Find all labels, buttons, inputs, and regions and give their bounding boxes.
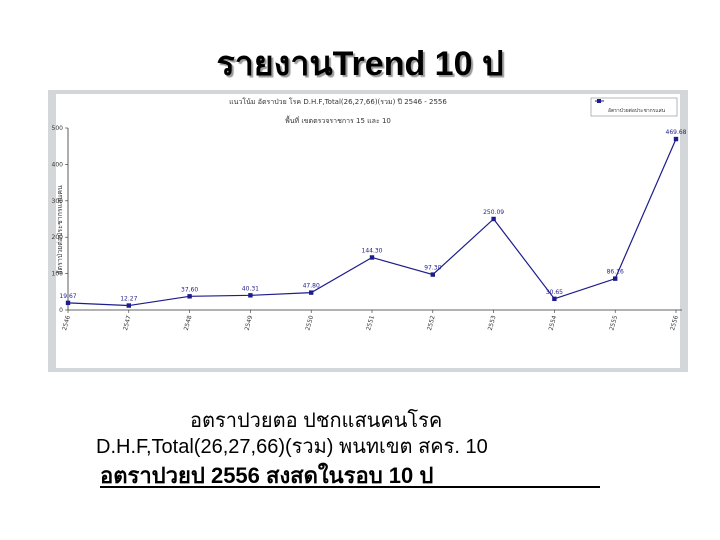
chart-title: แนวโน้ม อัตราป่วย โรค D.H.F,Total(26,27,… bbox=[229, 97, 447, 106]
slide-title: รายงานTrend 10 ป bbox=[216, 45, 504, 83]
chart-subtitle: พื้นที่ เขตตรวจราชการ 15 และ 10 bbox=[285, 114, 391, 125]
chart-area bbox=[56, 94, 680, 368]
legend-entry: อัตราป่วยต่อประชากรแสน bbox=[608, 108, 666, 114]
x-tick-label: 2550 bbox=[304, 315, 315, 332]
data-point bbox=[65, 300, 71, 306]
x-tick-label: 2551 bbox=[365, 315, 376, 332]
y-tick-label: 0 bbox=[59, 307, 63, 314]
data-point bbox=[491, 216, 496, 222]
y-tick-label: 500 bbox=[52, 125, 64, 132]
x-tick-label: 2549 bbox=[244, 315, 255, 332]
x-tick-label: 2546 bbox=[61, 315, 72, 332]
data-label: 250.09 bbox=[483, 209, 504, 216]
data-label: 37.60 bbox=[181, 286, 198, 293]
y-tick-label: 400 bbox=[52, 161, 64, 168]
data-point bbox=[187, 294, 192, 299]
data-label: 19.67 bbox=[59, 293, 76, 300]
legend-box bbox=[590, 97, 678, 117]
data-label: 40.31 bbox=[242, 285, 259, 292]
x-tick-label: 2556 bbox=[669, 315, 680, 332]
caption-line-1: อตราปวยตอ ปชกแสนคนโรค bbox=[190, 410, 443, 432]
y-tick-label: 200 bbox=[52, 234, 64, 241]
x-tick-label: 2547 bbox=[122, 315, 133, 332]
x-tick-label: 2548 bbox=[183, 315, 194, 332]
data-label: 12.27 bbox=[120, 296, 137, 303]
legend: อัตราป่วยต่อประชากรแสน bbox=[590, 97, 678, 117]
data-label: 97.30 bbox=[424, 265, 441, 272]
data-point bbox=[369, 255, 375, 260]
data-label: 86.16 bbox=[607, 269, 624, 276]
legend-marker bbox=[597, 99, 601, 103]
chart-frame: แนวโน้ม อัตราป่วย โรค D.H.F,Total(26,27,… bbox=[48, 90, 688, 372]
y-tick-label: 300 bbox=[52, 198, 64, 205]
caption-line-2: D.H.F,Total(26,27,66)(รวม) พนทเขต สคร. 1… bbox=[96, 436, 488, 458]
data-point bbox=[673, 136, 679, 142]
y-axis-label: อัตราป่วยต่อประชากรแสนคน bbox=[56, 185, 64, 275]
data-label: 30.65 bbox=[546, 289, 563, 296]
caption-underline bbox=[100, 486, 600, 488]
x-tick-label: 2552 bbox=[426, 315, 437, 332]
x-tick-label: 2555 bbox=[608, 315, 619, 332]
data-point bbox=[613, 276, 618, 281]
data-point bbox=[126, 303, 131, 308]
caption-line-3: อตราปวยป 2556 สงสดในรอบ 10 ป bbox=[100, 463, 434, 488]
data-label: 144.30 bbox=[362, 247, 383, 254]
data-label: 469.68 bbox=[666, 129, 687, 136]
x-tick-label: 2553 bbox=[487, 315, 498, 332]
x-tick-label: 2554 bbox=[548, 315, 559, 332]
data-label: 47.80 bbox=[303, 283, 320, 290]
data-point bbox=[309, 290, 314, 295]
line-chart: แนวโน้ม อัตราป่วย โรค D.H.F,Total(26,27,… bbox=[52, 94, 687, 368]
data-point bbox=[248, 293, 253, 298]
data-point bbox=[430, 272, 435, 277]
data-point bbox=[552, 296, 557, 302]
y-tick-label: 100 bbox=[52, 271, 64, 278]
